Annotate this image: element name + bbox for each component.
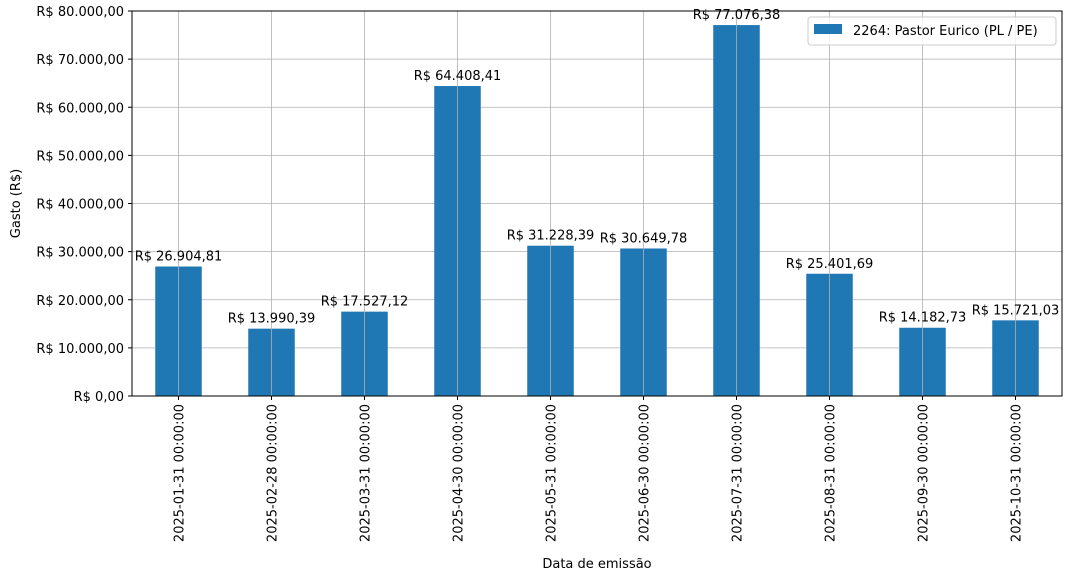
bar-value-label: R$ 14.182,73 [879, 311, 967, 326]
x-tick-label: 2025-09-30 00:00:00 [917, 404, 932, 542]
bar-value-label: R$ 31.228,39 [507, 229, 595, 244]
x-grid [178, 11, 1016, 396]
y-tick-label: R$ 60.000,00 [36, 101, 124, 116]
x-axis-ticks: 2025-01-31 00:00:00 2025-02-28 00:00:00 20… [173, 396, 1025, 542]
y-tick-label: R$ 40.000,00 [36, 198, 124, 213]
bar-value-label: R$ 77.076,38 [693, 8, 781, 23]
x-tick-label: 2025-10-31 00:00:00 [1010, 404, 1025, 542]
x-tick-label: 2025-03-31 00:00:00 [359, 404, 374, 542]
y-tick-label: R$ 10.000,00 [36, 342, 124, 357]
bar-value-label: R$ 17.527,12 [321, 295, 409, 310]
y-tick-label: R$ 30.000,00 [36, 246, 124, 261]
y-tick-label: R$ 70.000,00 [36, 53, 124, 68]
x-tick-label: 2025-05-31 00:00:00 [545, 404, 560, 542]
y-axis-label: Gasto (R$) [9, 169, 24, 238]
bar-value-label: R$ 15.721,03 [972, 303, 1060, 318]
legend-swatch [814, 24, 842, 34]
y-tick-label: R$ 50.000,00 [36, 149, 124, 164]
bar-value-labels: R$ 26.904,81 R$ 13.990,39 R$ 17.527,12 R$ 6… [135, 8, 1060, 327]
x-axis-label: Data de emissão [542, 557, 651, 572]
x-tick-label: 2025-01-31 00:00:00 [173, 404, 188, 542]
x-tick-label: 2025-04-30 00:00:00 [452, 404, 467, 542]
bar-value-label: R$ 64.408,41 [414, 69, 502, 84]
x-tick-label: 2025-02-28 00:00:00 [266, 404, 281, 542]
bar-value-label: R$ 25.401,69 [786, 257, 874, 272]
bar-value-label: R$ 30.649,78 [600, 231, 688, 246]
bar-value-label: R$ 26.904,81 [135, 250, 223, 265]
bar-value-label: R$ 13.990,39 [228, 312, 316, 327]
y-tick-label: R$ 0,00 [74, 390, 124, 405]
bars [155, 25, 1039, 397]
x-tick-label: 2025-06-30 00:00:00 [638, 404, 653, 542]
y-tick-label: R$ 80.000,00 [36, 5, 124, 20]
y-axis-ticks: R$ 0,00 R$ 10.000,00 R$ 20.000,00 R$ 30.000… [36, 5, 132, 405]
legend: 2264: Pastor Eurico (PL / PE) [807, 16, 1057, 46]
x-tick-label: 2025-07-31 00:00:00 [731, 404, 746, 542]
legend-label: 2264: Pastor Eurico (PL / PE) [853, 24, 1038, 39]
x-tick-label: 2025-08-31 00:00:00 [824, 404, 839, 542]
legend-frame [807, 16, 1057, 46]
y-tick-label: R$ 20.000,00 [36, 294, 124, 309]
